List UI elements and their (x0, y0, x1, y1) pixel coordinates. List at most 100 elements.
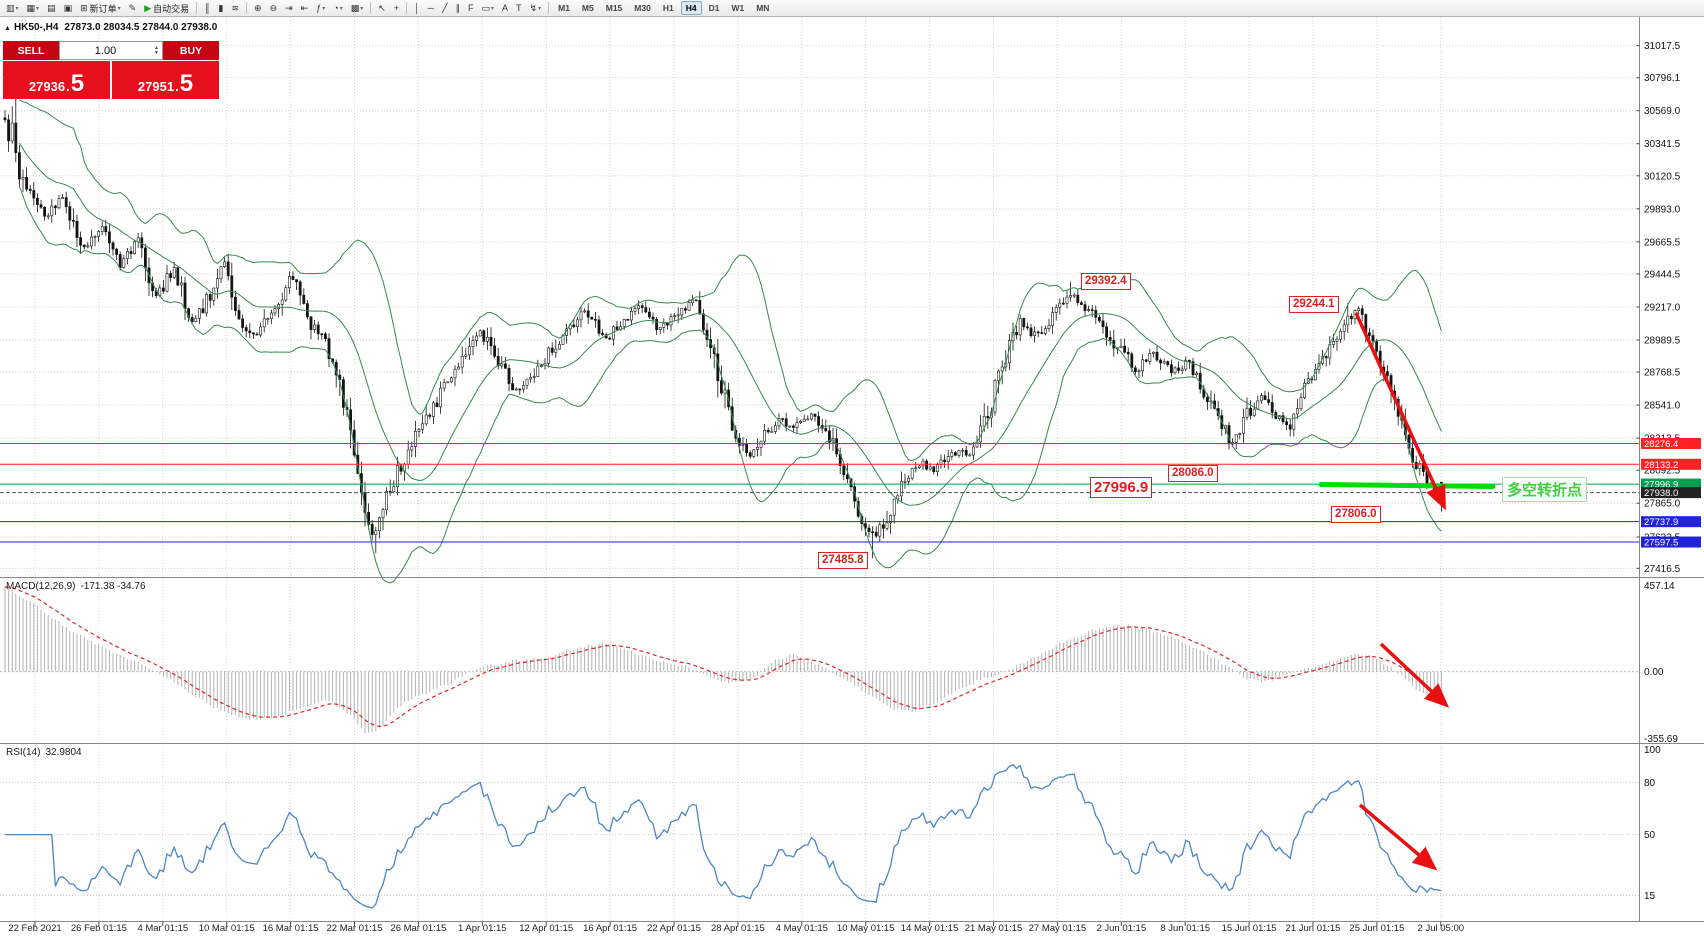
time-axis-label: 25 Jun 01:15 (1349, 923, 1404, 934)
cursor-icon[interactable]: ↖ (375, 0, 389, 16)
fibonacci-icon[interactable]: F (465, 0, 477, 16)
chevron-down-icon[interactable]: ▾ (36, 5, 40, 12)
zoom-in-icon[interactable]: ⊕ (251, 0, 265, 16)
time-axis-label: 16 Apr 01:15 (583, 923, 637, 934)
vertical-line-icon[interactable]: │ (411, 0, 423, 16)
trendline-icon[interactable]: ╱ (439, 0, 450, 16)
volume-field[interactable]: 1.00 ▲ ▼ (59, 41, 163, 60)
candlestick-chart-icon: ▮ (218, 3, 224, 13)
time-axis-label: 8 Jun 01:15 (1160, 923, 1210, 934)
price-tag (1641, 478, 1701, 490)
chevron-down-icon[interactable]: ▾ (360, 5, 364, 12)
buy-price-main: 27951 (137, 79, 175, 94)
price-tag (1641, 516, 1701, 528)
data-window-icon[interactable]: ▣ (61, 0, 76, 16)
price-annotation[interactable]: 29392.4 (1081, 273, 1131, 290)
toolbar-separator (246, 2, 248, 14)
templates-icon[interactable]: ▩ ▾ (348, 0, 367, 16)
trend-arrow[interactable] (1354, 312, 1446, 511)
channel-icon[interactable]: ∥ (453, 0, 464, 16)
trend-arrow[interactable] (1379, 642, 1450, 708)
chevron-down-icon[interactable]: ▾ (117, 5, 121, 12)
zoom-out-icon[interactable]: ⊖ (267, 0, 281, 16)
trade-panel-collapse-icon[interactable]: ▲ (4, 25, 11, 32)
indicators-icon[interactable]: ƒ ▾ (313, 0, 328, 16)
price-annotation[interactable]: 27806.0 (1331, 506, 1381, 523)
turning-point-annotation[interactable]: 多空转折点 (1502, 477, 1588, 502)
auto-scroll-icon[interactable]: ⇥ (282, 0, 296, 16)
chevron-down-icon[interactable]: ▾ (339, 5, 343, 12)
price-annotation[interactable]: 28086.0 (1168, 465, 1218, 482)
line-chart-icon[interactable]: ≋ (229, 0, 243, 16)
sell-price-big-digit: 5 (70, 70, 85, 97)
macd-indicator-label: MACD(12,26,9) -171.38 -34.76 (6, 581, 146, 592)
timeframe-h1[interactable]: H1 (662, 3, 674, 13)
grid-layer (0, 17, 1640, 921)
chart-ohlc-values: 27873.0 28034.5 27844.0 27938.0 (64, 22, 218, 33)
timeframe-m1[interactable]: M1 (558, 3, 570, 13)
timeframe-mn[interactable]: MN (756, 3, 770, 13)
new-chart-icon[interactable]: ▥ ▾ (3, 0, 22, 16)
price-tag-label: 28276.4 (1644, 439, 1678, 450)
macd-values: -171.38 -34.76 (80, 581, 146, 592)
profiles-icon: ▦ (26, 3, 36, 13)
spinner-down-icon[interactable]: ▼ (154, 49, 159, 56)
rsi-axis-label: 100 (1644, 745, 1661, 756)
volume-value[interactable]: 1.00 (94, 44, 117, 57)
vertical-line-icon: │ (414, 3, 420, 13)
bollinger-lower (18, 186, 1442, 584)
horizontal-line-icon[interactable]: ─ (425, 0, 437, 16)
chevron-down-icon[interactable]: ▾ (538, 5, 542, 12)
chart-shift-icon[interactable]: ⇤ (298, 0, 312, 16)
price-tag (1641, 437, 1701, 449)
chart-ohlc-header: ▲ HK50-,H4 27873.0 28034.5 27844.0 27938.0 (4, 22, 217, 33)
periods-icon[interactable]: ◔ ▾ (330, 0, 345, 16)
macd-axis-label: -355.69 (1644, 734, 1678, 745)
candlestick-chart-icon[interactable]: ▮ (216, 0, 227, 16)
volume-spinner[interactable]: ▲ ▼ (151, 44, 162, 56)
new-order-button[interactable]: ⊞ 新订单 ▾ (77, 0, 124, 16)
market-watch-icon[interactable]: ▤ (44, 0, 59, 16)
text-icon[interactable]: A (499, 0, 511, 16)
text-label-icon[interactable]: T (513, 0, 525, 16)
bar-chart-icon[interactable]: ║ (201, 0, 213, 16)
price-annotation[interactable]: 27996.9 (1090, 477, 1153, 498)
periods-icon: ◔ (333, 3, 339, 13)
trend-arrow[interactable] (1358, 803, 1438, 871)
sell-price-button[interactable]: 27936. 5 (3, 61, 110, 99)
turning-point-highlight-line[interactable] (1318, 482, 1496, 489)
timeframe-d1[interactable]: D1 (708, 3, 720, 13)
buy-button[interactable]: BUY (163, 41, 219, 60)
sell-button[interactable]: SELL (3, 41, 59, 60)
time-axis-label: 2 Jun 01:15 (1096, 923, 1146, 934)
rsi-axis-label: 15 (1644, 891, 1656, 902)
time-axis-label: 26 Feb 01:15 (71, 923, 127, 934)
new-order-button: ⊞ (80, 3, 88, 13)
auto-trading-button[interactable]: ▶ 自动交易 (141, 0, 192, 16)
rsi-value: 32.9804 (45, 747, 82, 758)
arrows-icon[interactable]: ↯ ▾ (527, 0, 545, 16)
profiles-icon[interactable]: ▦ ▾ (24, 0, 43, 16)
zoom-in-icon: ⊕ (254, 3, 262, 13)
price-annotation[interactable]: 27485.8 (818, 552, 868, 569)
shapes-icon[interactable]: ▭ ▾ (479, 0, 498, 16)
chevron-down-icon[interactable]: ▾ (15, 5, 19, 12)
macd-histogram (4, 586, 1442, 733)
crosshair-icon[interactable]: + (391, 0, 402, 16)
timeframe-w1[interactable]: W1 (731, 3, 745, 13)
timeframe-h4[interactable]: H4 (680, 1, 702, 15)
buy-price-dot: . (175, 79, 179, 94)
timeframe-m15[interactable]: M15 (605, 3, 623, 13)
metaeditor-icon[interactable]: ✎ (126, 0, 140, 16)
timeframe-m30[interactable]: M30 (634, 3, 651, 13)
buy-price-button[interactable]: 27951. 5 (112, 61, 219, 99)
chevron-down-icon[interactable]: ▾ (491, 5, 495, 12)
price-annotation[interactable]: 29244.1 (1289, 296, 1339, 313)
chevron-down-icon[interactable]: ▾ (322, 5, 326, 12)
macd-axis-label: 457.14 (1644, 581, 1675, 592)
price-axis: 31017.5 30796.1 30569.0 30341.5 30120.5 29893… (1636, 41, 1701, 902)
horizontal-lines[interactable] (0, 442, 1640, 543)
spinner-up-icon[interactable]: ▲ (154, 44, 159, 51)
trend-arrows[interactable] (1354, 312, 1450, 871)
timeframe-m5[interactable]: M5 (581, 3, 594, 13)
